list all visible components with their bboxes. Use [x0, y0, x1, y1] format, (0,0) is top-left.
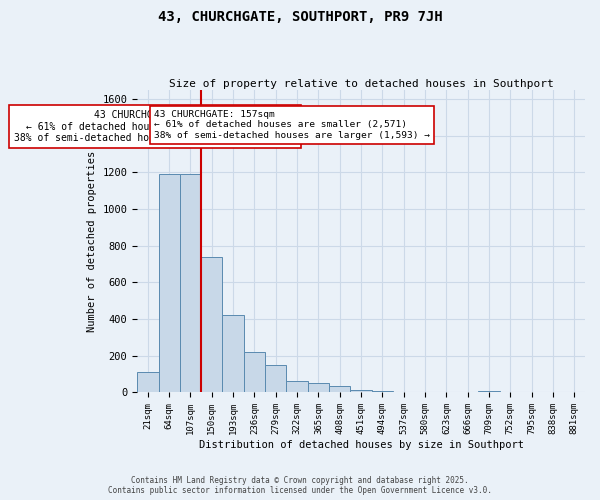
Text: 43, CHURCHGATE, SOUTHPORT, PR9 7JH: 43, CHURCHGATE, SOUTHPORT, PR9 7JH: [158, 10, 442, 24]
X-axis label: Distribution of detached houses by size in Southport: Distribution of detached houses by size …: [199, 440, 524, 450]
Bar: [308, 384, 329, 392]
Bar: [201, 256, 223, 392]
Y-axis label: Number of detached properties: Number of detached properties: [87, 150, 97, 332]
Bar: [286, 380, 308, 392]
Text: 43 CHURCHGATE: 157sqm
← 61% of detached houses are smaller (2,571)
38% of semi-d: 43 CHURCHGATE: 157sqm ← 61% of detached …: [154, 110, 430, 140]
Bar: [329, 386, 350, 392]
Bar: [478, 390, 500, 392]
Bar: [244, 352, 265, 393]
Text: Contains HM Land Registry data © Crown copyright and database right 2025.
Contai: Contains HM Land Registry data © Crown c…: [108, 476, 492, 495]
Bar: [372, 390, 393, 392]
Bar: [265, 365, 286, 392]
Bar: [137, 372, 158, 392]
Title: Size of property relative to detached houses in Southport: Size of property relative to detached ho…: [169, 79, 553, 89]
Bar: [158, 174, 180, 392]
Bar: [223, 316, 244, 392]
Bar: [350, 390, 372, 392]
Bar: [180, 174, 201, 392]
Text: 43 CHURCHGATE: 157sqm
← 61% of detached houses are smaller (2,571)
38% of semi-d: 43 CHURCHGATE: 157sqm ← 61% of detached …: [14, 110, 296, 143]
